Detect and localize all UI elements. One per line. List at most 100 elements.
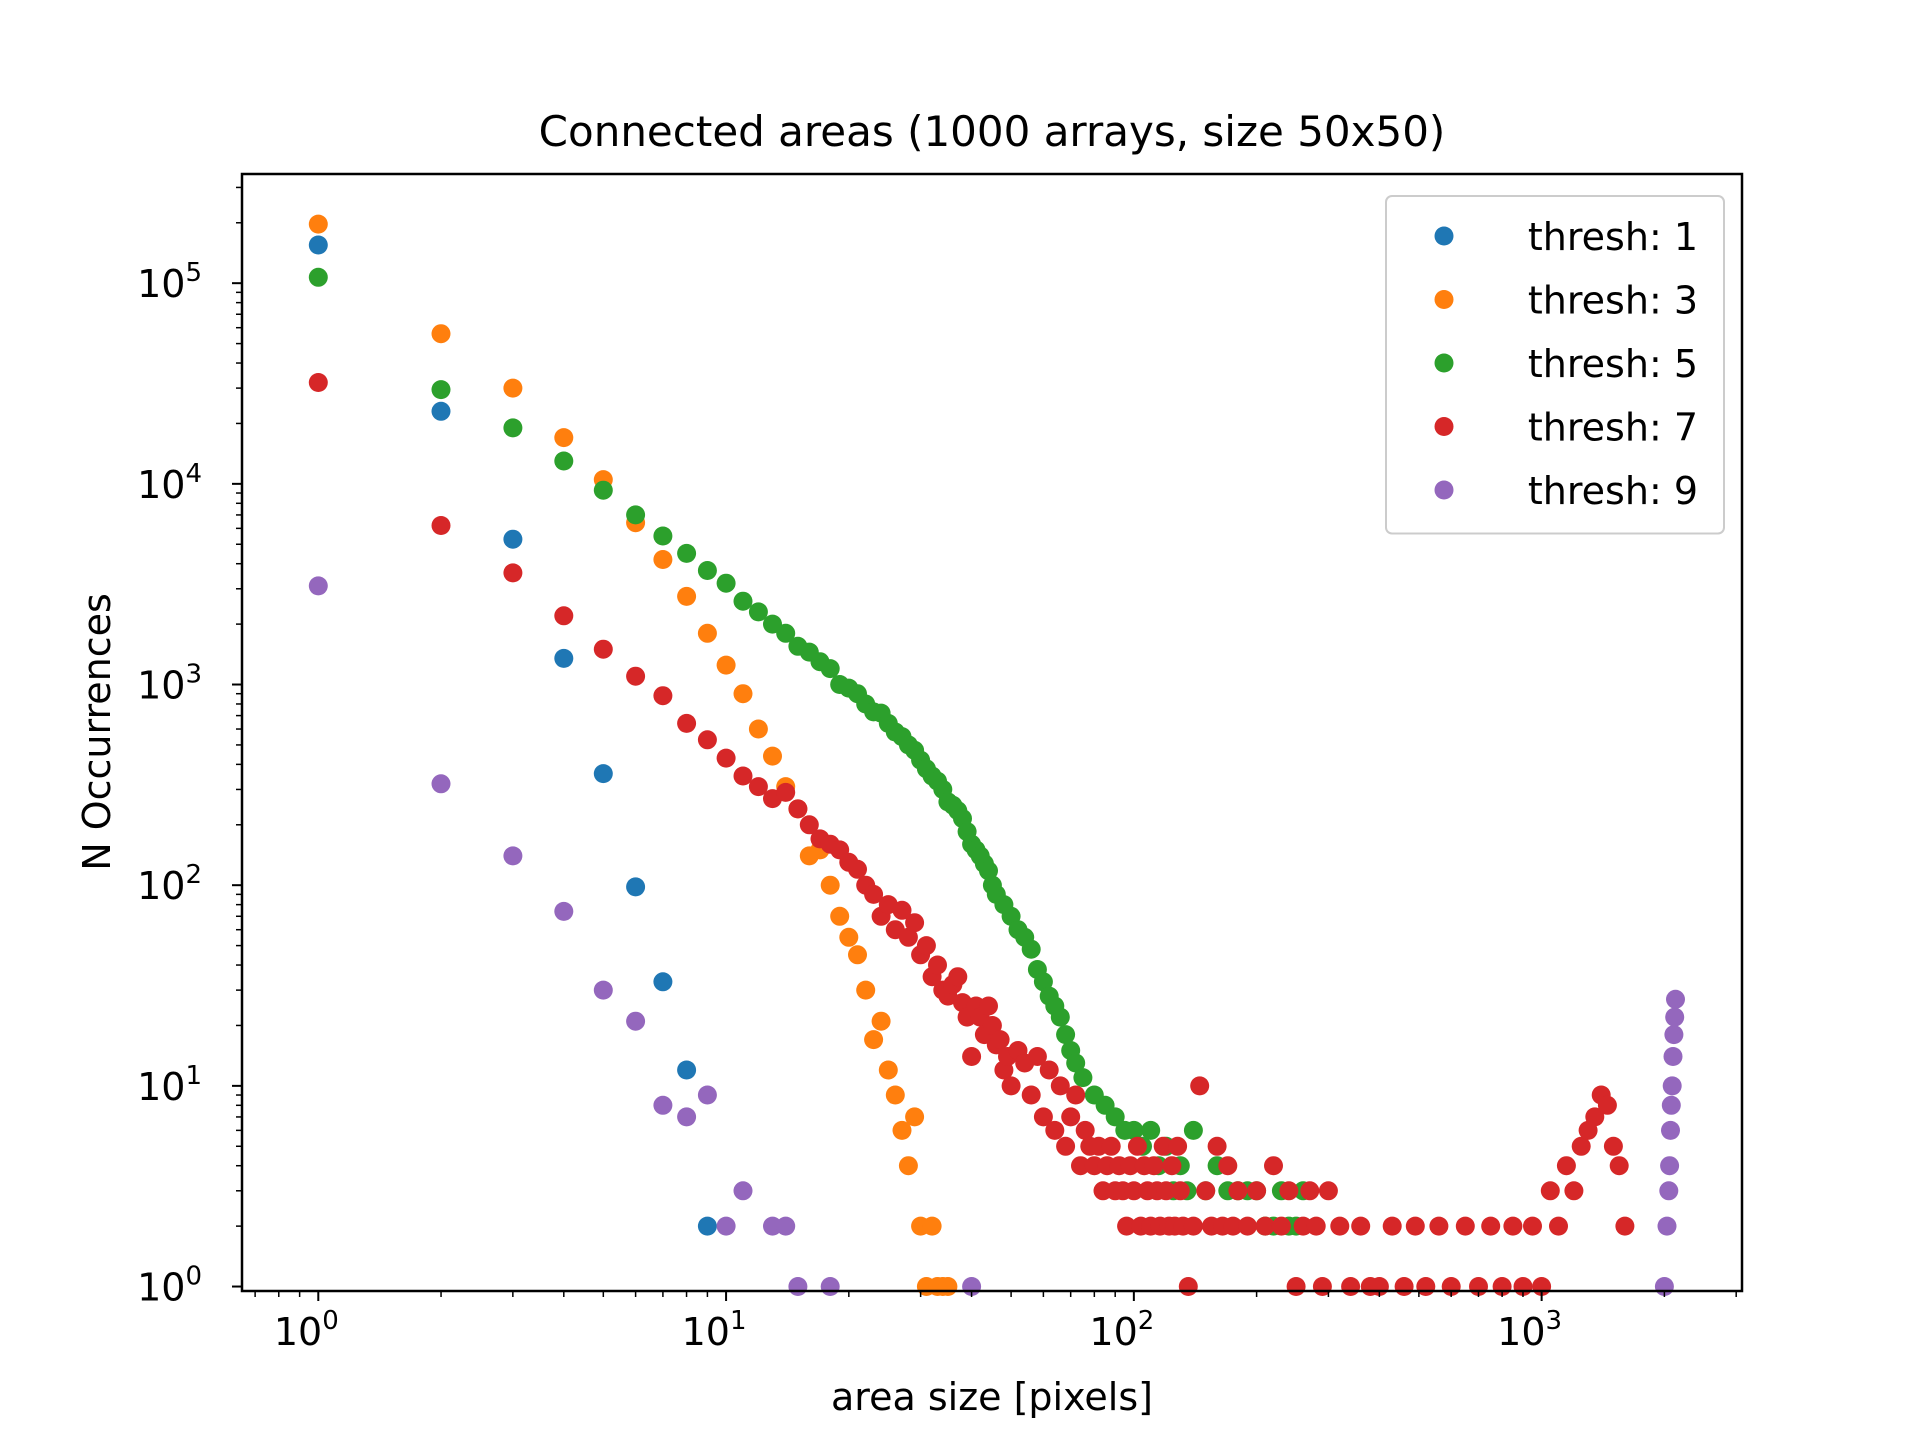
legend-label: thresh: 3 (1528, 279, 1698, 323)
data-point-series-5 (788, 1277, 808, 1296)
data-point-series-4 (905, 913, 925, 933)
data-point-series-4 (677, 713, 697, 733)
data-point-series-2 (922, 1216, 942, 1236)
data-point-series-4 (1071, 1156, 1090, 1176)
data-point-series-3 (626, 505, 646, 525)
data-point-series-4 (1481, 1216, 1501, 1236)
legend-marker (1434, 417, 1454, 436)
plot-frame (240, 172, 1744, 1293)
data-point-series-4 (1156, 1181, 1176, 1201)
data-point-series-4 (1351, 1216, 1371, 1236)
data-point-series-4 (962, 1047, 982, 1066)
data-point-series-4 (898, 927, 918, 947)
x-tick-exponent: 0 (322, 1306, 339, 1336)
legend-label: thresh: 5 (1528, 342, 1698, 386)
x-tick-label: 101 (682, 1306, 747, 1354)
x-axis-label: area size [pixels] (831, 1375, 1153, 1419)
data-point-series-4 (1615, 1216, 1635, 1236)
data-point-series-4 (1045, 1120, 1065, 1140)
data-point-series-1 (677, 1060, 697, 1080)
legend-marker (1434, 226, 1454, 246)
data-point-series-3 (677, 543, 697, 563)
data-point-series-4 (1178, 1277, 1198, 1296)
data-point-series-2 (839, 927, 859, 947)
legend-marker (1434, 480, 1454, 500)
x-tick-exponent: 3 (1546, 1306, 1563, 1336)
data-point-series-4 (1207, 1136, 1227, 1156)
data-point-series-4 (1127, 1136, 1147, 1156)
plot-points (308, 214, 1685, 1296)
data-point-series-2 (871, 1011, 891, 1031)
legend-marker (1434, 353, 1454, 373)
data-point-series-4 (1503, 1216, 1523, 1236)
data-point-series-2 (864, 1030, 884, 1050)
data-point-series-5 (308, 576, 328, 596)
legend-label: thresh: 7 (1528, 406, 1698, 450)
x-tick-exponent: 2 (1138, 1306, 1155, 1336)
data-point-series-4 (928, 955, 947, 975)
data-point-series-1 (308, 235, 328, 255)
y-tick-exponent: 4 (185, 459, 202, 489)
data-point-series-4 (1341, 1277, 1361, 1296)
data-point-series-4 (1271, 1216, 1291, 1236)
legend-label: thresh: 1 (1528, 215, 1698, 259)
data-point-series-3 (820, 659, 840, 679)
data-point-series-4 (1153, 1136, 1173, 1156)
data-point-series-4 (1609, 1156, 1629, 1176)
data-point-series-3 (776, 623, 796, 643)
data-point-series-5 (677, 1107, 697, 1127)
y-tick-exponent: 3 (185, 660, 202, 690)
data-point-series-2 (503, 378, 523, 398)
data-point-series-2 (892, 1120, 912, 1140)
data-point-series-3 (503, 418, 523, 438)
data-point-series-2 (431, 324, 451, 344)
data-point-series-2 (653, 550, 673, 569)
data-point-series-4 (1405, 1216, 1425, 1236)
data-point-series-1 (653, 972, 673, 992)
data-point-series-2 (905, 1107, 925, 1127)
data-point-series-1 (554, 648, 574, 668)
data-point-series-4 (1330, 1216, 1350, 1236)
data-point-series-4 (892, 900, 912, 920)
data-point-series-4 (733, 766, 753, 786)
data-point-series-1 (626, 877, 646, 897)
data-point-series-4 (1429, 1216, 1449, 1236)
data-point-series-4 (916, 936, 936, 956)
data-point-series-4 (848, 859, 867, 879)
data-point-series-2 (763, 746, 782, 766)
data-point-series-4 (653, 686, 673, 706)
data-point-series-4 (1549, 1216, 1568, 1236)
data-point-series-4 (1001, 1076, 1021, 1096)
x-tick-exponent: 1 (730, 1306, 747, 1336)
y-tick-exponent: 0 (185, 1262, 202, 1292)
data-point-series-3 (653, 526, 673, 546)
data-point-series-1 (697, 1216, 717, 1236)
data-point-series-5 (776, 1216, 796, 1236)
data-point-series-4 (1120, 1156, 1140, 1176)
data-point-series-2 (820, 875, 840, 895)
data-point-series-4 (1039, 1060, 1059, 1080)
data-point-series-4 (1540, 1181, 1560, 1201)
data-point-series-4 (1196, 1181, 1216, 1201)
data-point-series-4 (1571, 1136, 1591, 1156)
data-point-series-5 (1665, 1007, 1685, 1027)
legend: thresh: 1 thresh: 3 thresh: 5 thresh: 7 thre… (1385, 195, 1725, 535)
data-point-series-3 (1050, 1007, 1070, 1027)
data-point-series-4 (1306, 1216, 1326, 1236)
data-point-series-4 (1170, 1181, 1190, 1201)
data-point-series-3 (308, 267, 328, 287)
data-point-series-4 (1394, 1277, 1414, 1296)
legend-marker (1434, 290, 1454, 309)
data-point-series-4 (1027, 1047, 1047, 1066)
data-point-series-3 (1033, 972, 1053, 992)
data-point-series-2 (856, 980, 876, 1000)
data-point-series-5 (820, 1277, 840, 1296)
data-point-series-4 (1264, 1156, 1283, 1176)
data-point-series-4 (799, 815, 819, 835)
data-point-series-2 (938, 1277, 958, 1296)
data-point-series-4 (308, 373, 328, 392)
legend-label: thresh: 9 (1528, 469, 1698, 513)
data-point-series-2 (308, 214, 328, 234)
data-point-series-4 (626, 666, 646, 686)
data-point-series-4 (776, 782, 796, 802)
